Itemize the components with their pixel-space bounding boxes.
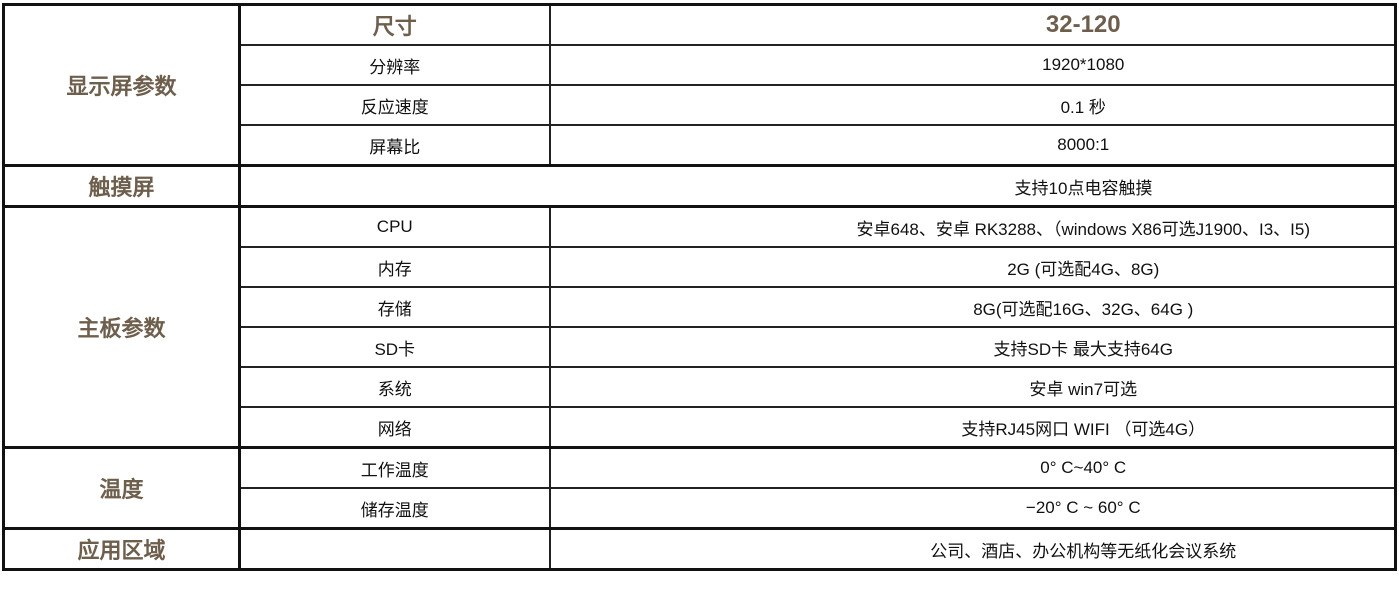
category-temperature: 温度 — [2, 446, 241, 530]
table-row: 触摸屏 支持10点电容触摸 — [2, 164, 1397, 208]
row-label: 存储 — [238, 286, 551, 328]
row-label: 分辨率 — [238, 44, 551, 86]
table-row: 储存温度 −20° C ~ 60° C — [4, 487, 1397, 530]
category-mainboard: 主板参数 — [2, 205, 241, 449]
row-value: 1920*1080 — [548, 44, 1397, 86]
row-value: 0° C~40° C — [548, 446, 1397, 489]
table-row: 系统 安卓 win7可选 — [4, 366, 1397, 408]
table-row: 内存 2G (可选配4G、8G) — [4, 246, 1397, 288]
table-row: 应用区域 公司、酒店、办公机构等无纸化会议系统 — [2, 527, 1397, 571]
row-value: 0.1 秒 — [548, 84, 1397, 126]
row-value: −20° C ~ 60° C — [548, 487, 1397, 530]
spec-table: 显示屏参数 尺寸 32-120 分辨率 1920*1080 反应速度 0.1 秒… — [2, 3, 1397, 571]
row-label: 网络 — [238, 406, 551, 449]
table-row: 主板参数 CPU 安卓648、安卓 RK3288、（windows X86可选J… — [2, 205, 1397, 449]
table-row: 屏幕比 8000:1 — [4, 124, 1397, 167]
table-row: 分辨率 1920*1080 — [4, 44, 1397, 86]
row-label — [238, 527, 551, 571]
row-label: 内存 — [238, 246, 551, 288]
row-label: CPU — [238, 205, 551, 248]
table-row: 网络 支持RJ45网口 WIFI （可选4G） — [4, 406, 1397, 449]
category-touch: 触摸屏 — [2, 164, 241, 208]
row-value: 2G (可选配4G、8G) — [548, 246, 1397, 288]
row-label: 屏幕比 — [238, 124, 551, 167]
table-row: 反应速度 0.1 秒 — [4, 84, 1397, 126]
row-value: 支持RJ45网口 WIFI （可选4G） — [548, 406, 1397, 449]
row-label: 工作温度 — [238, 446, 551, 489]
row-label: 反应速度 — [238, 84, 551, 126]
row-label: 储存温度 — [238, 487, 551, 530]
row-value: 8G(可选配16G、32G、64G ) — [548, 286, 1397, 328]
table-row: SD卡 支持SD卡 最大支持64G — [4, 326, 1397, 368]
row-value: 支持10点电容触摸 — [238, 164, 1397, 208]
row-value: 安卓648、安卓 RK3288、（windows X86可选J1900、I3、I… — [548, 205, 1397, 248]
row-value: 安卓 win7可选 — [548, 366, 1397, 408]
row-value: 8000:1 — [548, 124, 1397, 167]
table-row: 温度 工作温度 0° C~40° C — [2, 446, 1397, 530]
table-row: 存储 8G(可选配16G、32G、64G ) — [4, 286, 1397, 328]
row-label: SD卡 — [238, 326, 551, 368]
size-value: 32-120 — [548, 3, 1397, 46]
row-label: 系统 — [238, 366, 551, 408]
category-display: 显示屏参数 — [2, 3, 241, 167]
table-row: 显示屏参数 尺寸 32-120 — [2, 3, 1397, 167]
category-application: 应用区域 — [2, 527, 241, 571]
size-label: 尺寸 — [238, 3, 551, 46]
row-value: 公司、酒店、办公机构等无纸化会议系统 — [548, 527, 1397, 571]
row-value: 支持SD卡 最大支持64G — [548, 326, 1397, 368]
